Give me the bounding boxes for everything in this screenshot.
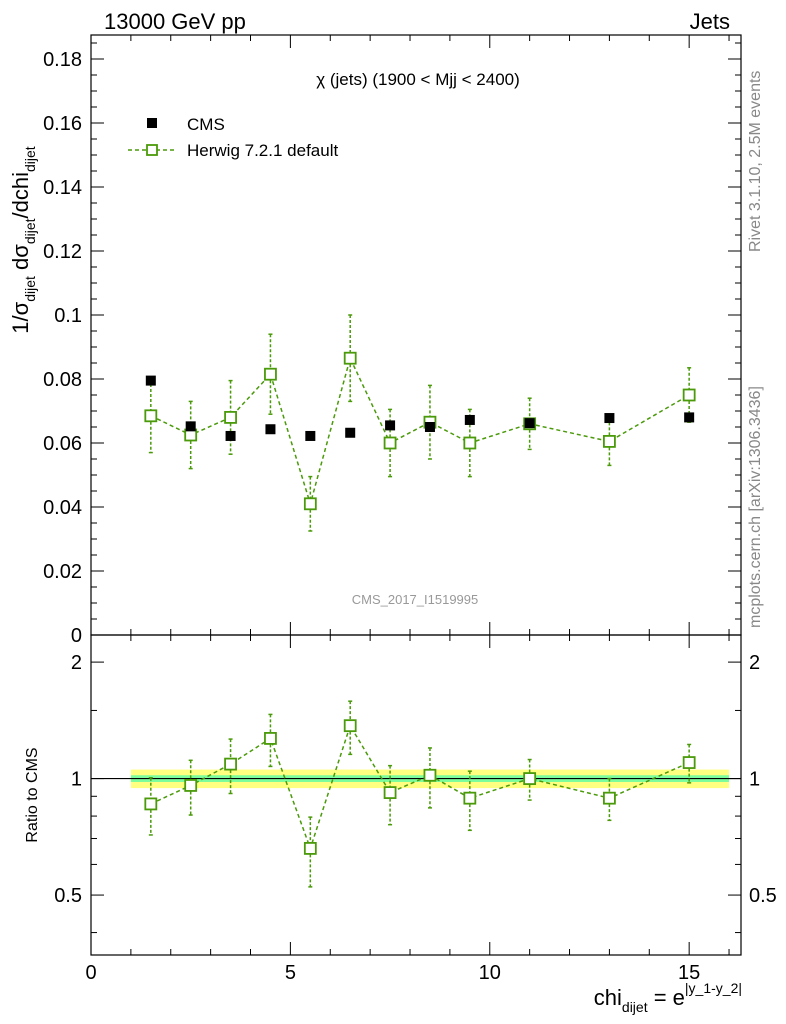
cms-main-point	[424, 422, 435, 432]
x-tick-label: 5	[285, 962, 296, 984]
header-energy-label: 13000 GeV pp	[104, 9, 246, 34]
main-y-tick-label: 0.02	[43, 561, 82, 583]
cms-main-point	[305, 430, 316, 441]
xlabel-eq: = e	[648, 985, 685, 1010]
mcplots-label: mcplots.cern.ch [arXiv:1306.3436]	[747, 386, 764, 628]
main-y-tick-label: 0.04	[43, 497, 82, 519]
cms-main-point	[524, 418, 535, 429]
cms-main-point	[464, 414, 475, 425]
cms-main-point	[684, 412, 695, 423]
herwig-ratio-point	[463, 791, 477, 805]
main-y-axis-label: 1/σdijet dσdijet/dchidijet	[8, 146, 38, 334]
herwig-ratio-point	[184, 779, 198, 792]
header-jets-label: Jets	[690, 9, 730, 34]
herwig-ratio-point	[523, 772, 537, 785]
ratio-y-tick-label-left: 2	[71, 652, 82, 674]
cms-main-point	[225, 430, 236, 441]
series-cms-main	[145, 375, 695, 441]
ratio-panel-frame	[90, 634, 742, 956]
main-y-tick-label: 0	[71, 625, 82, 647]
herwig-main-point	[463, 436, 477, 450]
legend-cms-marker	[147, 118, 157, 128]
series-herwig-ratio	[144, 700, 696, 888]
xlabel-sub: dijet	[622, 999, 648, 1015]
ylabel-part-main: 1/σ	[8, 301, 33, 333]
ratio-axis-ticks	[90, 635, 741, 955]
legend: CMS Herwig 7.2.1 default	[128, 115, 338, 160]
herwig-ratio-point	[682, 756, 696, 769]
herwig-main-point	[343, 351, 357, 365]
legend-herwig-marker	[146, 144, 158, 156]
main-y-tick-label: 0.18	[43, 49, 82, 71]
main-y-tick-label: 0.14	[43, 177, 82, 199]
ratio-y-tick-label-left: 0.5	[54, 885, 82, 907]
main-y-tick-label: 0.06	[43, 433, 82, 455]
cms-main-point	[385, 420, 396, 431]
rivet-label: Rivet 3.1.10, 2.5M events	[747, 71, 764, 252]
herwig-ratio-point	[423, 768, 437, 782]
cms-main-point	[185, 421, 196, 432]
ratio-y-tick-label-right: 2	[749, 652, 760, 674]
analysis-watermark: CMS_2017_I1519995	[352, 592, 479, 607]
main-y-tick-label: 0.1	[54, 305, 82, 327]
herwig-main-point	[603, 434, 616, 448]
herwig-ratio-point	[264, 732, 277, 745]
xlabel-sup: |y_1-y_2|	[685, 980, 742, 996]
main-y-tick-label: 0.12	[43, 241, 82, 263]
herwig-ratio-point	[144, 797, 158, 811]
herwig-ratio-line	[150, 723, 690, 851]
x-tick-labels: 0 5 10 15	[85, 962, 700, 984]
ratio-y-tick-labels: 0.5 0.5 1 1 2 2	[54, 652, 777, 907]
cms-main-point	[265, 424, 276, 435]
legend-cms-label: CMS	[187, 115, 225, 134]
x-tick-label: 15	[678, 962, 700, 984]
herwig-main-point	[144, 409, 158, 423]
herwig-ratio-point	[603, 791, 616, 805]
herwig-main-line	[150, 356, 690, 507]
x-axis-label: chidijet = e|y_1-y_2|	[594, 980, 742, 1015]
herwig-ratio-point	[343, 719, 357, 733]
cms-main-point	[145, 375, 156, 386]
herwig-main-point	[264, 367, 277, 381]
herwig-ratio-point	[383, 786, 397, 799]
x-tick-label: 0	[85, 962, 96, 984]
series-herwig-main	[144, 314, 696, 532]
chart-title: χ (jets) (1900 < Mjj < 2400)	[316, 70, 520, 89]
herwig-main-point	[383, 436, 397, 450]
ylabel-sub3: dijet	[22, 146, 38, 172]
ratio-y-tick-label-right: 1	[749, 769, 760, 791]
herwig-ratio-point	[303, 842, 317, 855]
herwig-main-point	[682, 388, 696, 402]
ylabel-sub1: dijet	[22, 276, 38, 302]
ylabel-part-end: /dchi	[8, 172, 33, 218]
legend-herwig-label: Herwig 7.2.1 default	[187, 141, 338, 160]
herwig-ratio-point	[224, 757, 237, 771]
main-axis-ticks	[90, 35, 741, 636]
ylabel-sub2: dijet	[22, 218, 38, 244]
ylabel-part-mid: dσ	[8, 244, 33, 276]
main-y-tick-label: 0.08	[43, 369, 82, 391]
cms-main-point	[345, 427, 356, 438]
main-y-tick-labels: 0 0.02 0.04 0.06 0.08 0.1 0.12 0.14 0.16 0.18	[43, 49, 82, 647]
cms-main-point	[604, 413, 615, 424]
ratio-y-axis-label: Ratio to CMS	[24, 747, 41, 842]
herwig-main-point	[303, 497, 317, 511]
ratio-y-tick-label-right: 0.5	[749, 885, 777, 907]
ratio-y-tick-label-left: 1	[71, 769, 82, 791]
x-tick-label: 10	[479, 962, 501, 984]
herwig-main-point	[224, 410, 237, 424]
main-y-tick-label: 0.16	[43, 113, 82, 135]
xlabel-main: chi	[594, 985, 622, 1010]
